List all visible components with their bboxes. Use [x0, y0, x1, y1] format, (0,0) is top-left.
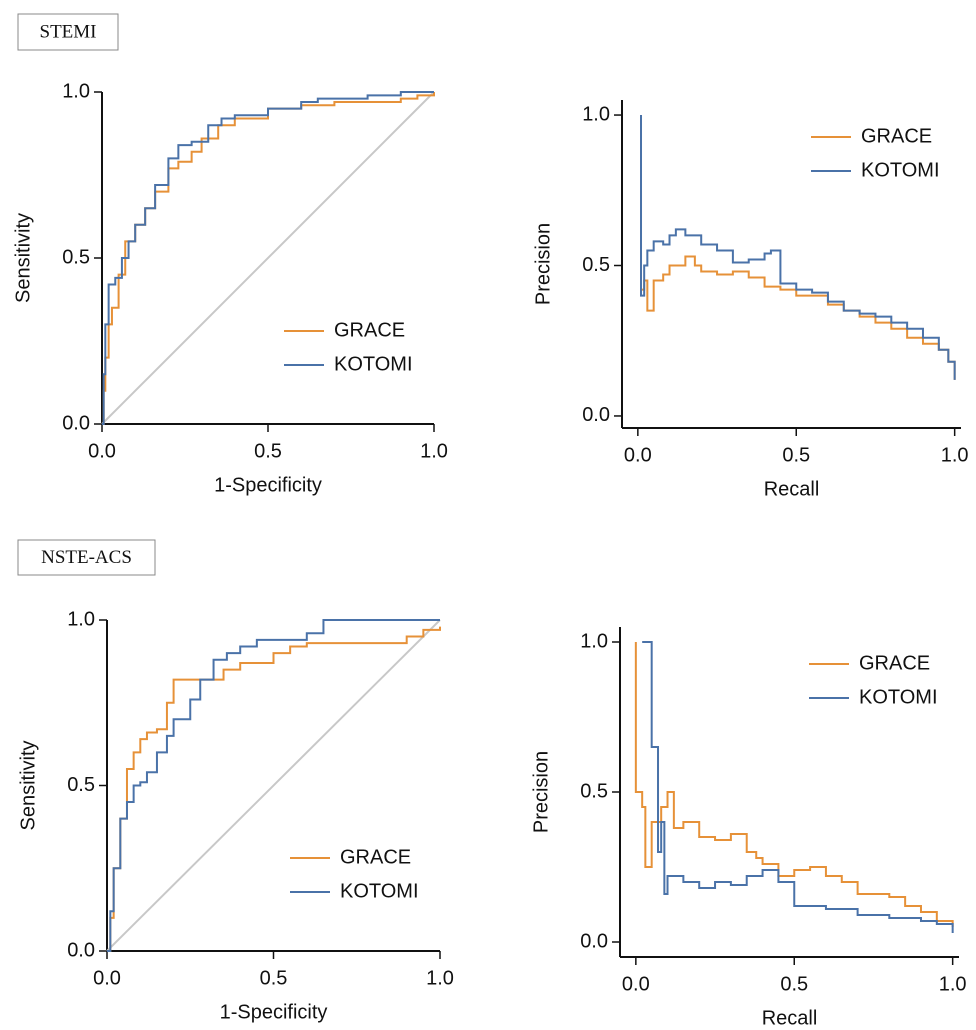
- x-tick-label: 0.0: [624, 444, 652, 466]
- panel-label: STEMI: [40, 21, 97, 42]
- panel-box: [17, 539, 156, 576]
- reference-line: [101, 91, 435, 425]
- y-tick-label: 0.0: [62, 412, 90, 434]
- x-tick-label: 0.5: [260, 967, 288, 989]
- y-tick-label: 0.0: [67, 939, 95, 961]
- x-tick-label: 1.0: [420, 440, 448, 462]
- x-tick-label: 0.0: [622, 973, 650, 995]
- panel-label: NSTE-ACS: [41, 547, 132, 568]
- y-tick-label: 0.5: [67, 774, 95, 796]
- x-axis-label: Recall: [764, 478, 820, 500]
- series-line: [102, 91, 434, 425]
- y-axis-label: Precision: [532, 223, 554, 305]
- x-tick-label: 1.0: [941, 444, 969, 466]
- series-line: [640, 115, 956, 380]
- y-tick-label: 1.0: [67, 608, 95, 630]
- reference-line: [106, 619, 441, 952]
- x-tick-label: 0.5: [254, 440, 282, 462]
- x-tick-label: 0.5: [780, 973, 808, 995]
- y-tick-label: 0.5: [582, 254, 610, 276]
- series-line: [107, 619, 440, 952]
- legend-label: GRACE: [861, 125, 932, 147]
- y-tick-label: 0.5: [580, 780, 608, 802]
- y-axis-label: Precision: [530, 751, 552, 833]
- x-axis-label: Recall: [762, 1007, 818, 1029]
- y-axis-label: Sensitivity: [12, 213, 34, 303]
- x-tick-label: 0.0: [93, 967, 121, 989]
- x-axis-label: 1-Specificity: [220, 1001, 328, 1023]
- legend-label: KOTOMI: [334, 353, 413, 375]
- y-tick-label: 1.0: [580, 630, 608, 652]
- x-tick-label: 1.0: [939, 973, 967, 995]
- x-tick-label: 0.0: [88, 440, 116, 462]
- x-tick-label: 1.0: [426, 967, 454, 989]
- legend-label: GRACE: [334, 319, 405, 341]
- series-line: [640, 190, 956, 380]
- y-axis-label: Sensitivity: [17, 740, 39, 830]
- y-tick-label: 0.5: [62, 246, 90, 268]
- legend-label: GRACE: [859, 652, 930, 674]
- y-tick-label: 0.0: [582, 404, 610, 426]
- panel-box: [17, 13, 119, 51]
- x-tick-label: 0.5: [782, 444, 810, 466]
- x-axis-label: 1-Specificity: [214, 474, 322, 496]
- legend-label: KOTOMI: [340, 880, 419, 902]
- series-line: [642, 641, 954, 933]
- series-line: [102, 92, 435, 425]
- y-tick-label: 1.0: [582, 103, 610, 125]
- y-tick-label: 0.0: [580, 930, 608, 952]
- legend-label: KOTOMI: [861, 159, 940, 181]
- series-line: [634, 642, 954, 927]
- legend-label: KOTOMI: [859, 686, 938, 708]
- y-tick-label: 1.0: [62, 80, 90, 102]
- legend-label: GRACE: [340, 846, 411, 868]
